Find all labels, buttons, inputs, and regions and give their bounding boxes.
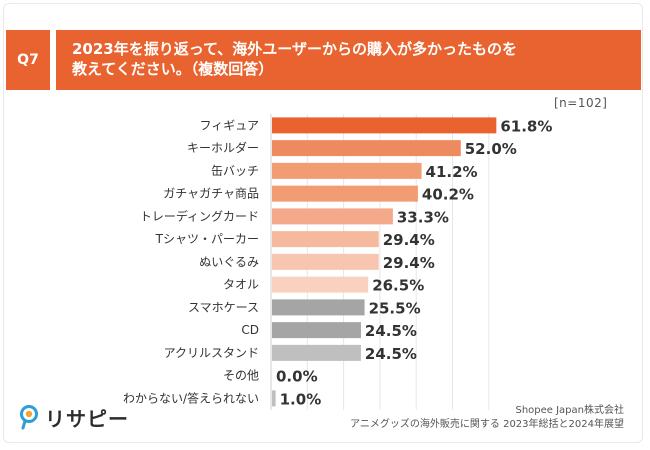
magnifier-icon — [20, 405, 38, 430]
source-credit: Shopee Japan株式会社 アニメグッズの海外販売に関する 2023年総括… — [350, 404, 624, 432]
source-line1: Shopee Japan株式会社 — [515, 405, 624, 416]
bar — [272, 185, 418, 202]
bar — [272, 344, 361, 361]
bar — [272, 390, 276, 407]
bar — [272, 208, 393, 225]
value-label: 24.5% — [365, 322, 417, 340]
source-line2: アニメグッズの海外販売に関する 2023年総括と2024年展望 — [350, 419, 624, 430]
value-label: 33.3% — [397, 208, 449, 226]
bar — [272, 231, 379, 248]
value-label: 0.0% — [276, 368, 318, 386]
category-label: トレーディングカード — [140, 208, 259, 223]
value-label: 52.0% — [465, 140, 517, 158]
bar — [272, 162, 422, 179]
value-label: 29.4% — [383, 254, 435, 272]
bar — [272, 140, 461, 157]
category-label: CD — [241, 323, 259, 337]
value-label: 25.5% — [369, 299, 421, 317]
risapi-logo: リサピー — [19, 404, 129, 431]
question-banner: 2023年を振り返って、海外ユーザーからの購入が多かったものを 教えてください。… — [56, 30, 641, 90]
question-title-line2: 教えてください。（複数回答） — [72, 60, 274, 78]
value-label: 26.5% — [372, 277, 424, 295]
category-label: フィギュア — [199, 118, 259, 132]
category-label: タオル — [223, 278, 259, 292]
category-label: 缶バッチ — [211, 164, 259, 178]
category-label: その他 — [223, 369, 259, 383]
question-title-line1: 2023年を振り返って、海外ユーザーからの購入が多かったものを — [72, 40, 517, 58]
bar — [272, 299, 365, 316]
category-label: スマホケース — [188, 300, 259, 314]
value-label: 61.8% — [500, 117, 552, 135]
value-label: 1.0% — [280, 390, 322, 408]
category-label: ぬいぐるみ — [199, 255, 259, 269]
value-label: 29.4% — [383, 231, 435, 249]
question-number: Q7 — [17, 52, 39, 68]
question-badge: Q7 — [6, 30, 50, 90]
value-label: 40.2% — [422, 186, 474, 204]
bar — [272, 322, 361, 339]
category-label: アクリルスタンド — [164, 346, 259, 360]
bar — [272, 117, 497, 134]
category-label: キーホルダー — [187, 140, 259, 155]
bar — [272, 276, 369, 293]
category-label: Tシャツ・パーカー — [155, 232, 259, 246]
value-label: 41.2% — [426, 163, 478, 181]
logo-text: リサピー — [45, 406, 129, 431]
sample-size-label: [n=102] — [554, 96, 608, 110]
category-label: わからない/答えられない — [123, 390, 259, 405]
category-label: ガチャガチャ商品 — [163, 186, 259, 201]
value-label: 24.5% — [365, 345, 417, 363]
bar — [272, 253, 379, 270]
